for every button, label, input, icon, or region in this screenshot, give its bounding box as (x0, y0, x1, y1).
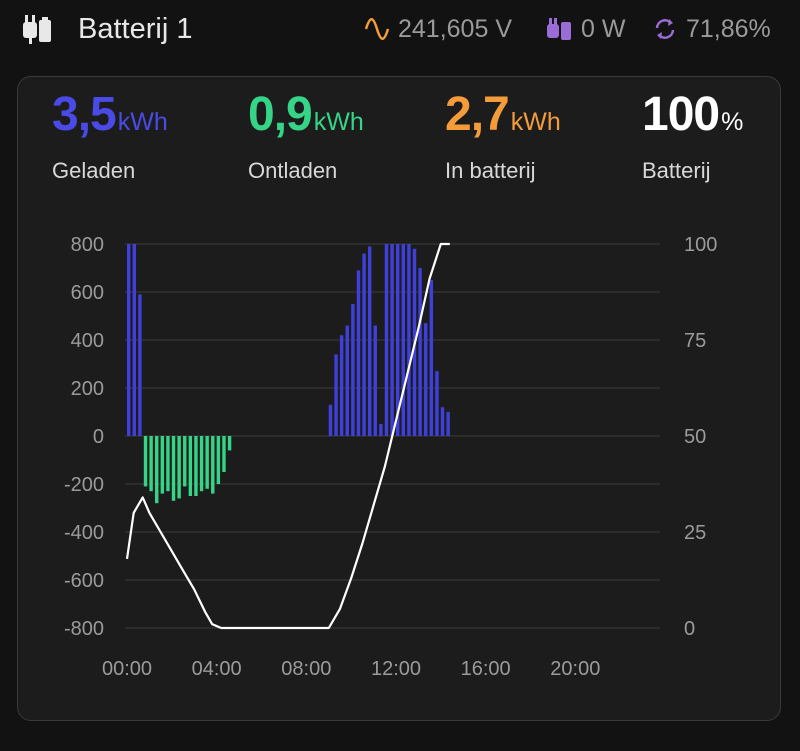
page-title: Batterij 1 (78, 13, 193, 45)
metric-battery-level-label: Batterij (642, 158, 711, 183)
metric-battery-level-unit: % (721, 108, 744, 136)
metric-discharged-unit: kWh (313, 108, 364, 136)
metric-charged-value: 3,5 (52, 88, 117, 141)
power-value: 0 W (581, 14, 626, 43)
metric-in-battery-label: In batterij (445, 158, 536, 183)
metric-charged-label: Geladen (52, 158, 136, 183)
sine-wave-icon (364, 18, 390, 40)
power-stat: 0 W (545, 12, 625, 46)
metric-discharged-label: Ontladen (248, 158, 338, 183)
metric-discharged: 0,9kWh Ontladen (248, 89, 364, 184)
plug-icon (547, 18, 571, 40)
metric-in-battery-value: 2,7 (445, 88, 510, 141)
voltage-value: 241,605 V (398, 14, 512, 43)
efficiency-stat: 71,86% (652, 12, 771, 46)
efficiency-value: 71,86% (686, 14, 771, 43)
battery-card: 3,5kWh Geladen 0,9kWh Ontladen 2,7kWh In… (17, 76, 781, 721)
metric-battery-level: 100% Batterij (642, 89, 743, 184)
metric-in-battery: 2,7kWh In batterij (445, 89, 561, 184)
header: Batterij 1 241,605 V 0 W 71,86% (0, 0, 800, 62)
metric-charged: 3,5kWh Geladen (52, 89, 168, 184)
metric-battery-level-value: 100 (642, 88, 720, 141)
metric-discharged-value: 0,9 (248, 88, 313, 141)
metric-in-battery-unit: kWh (510, 108, 561, 136)
metric-charged-unit: kWh (117, 108, 168, 136)
voltage-stat: 241,605 V (364, 12, 512, 46)
battery-plug-icon (23, 15, 51, 44)
refresh-icon (655, 19, 675, 39)
